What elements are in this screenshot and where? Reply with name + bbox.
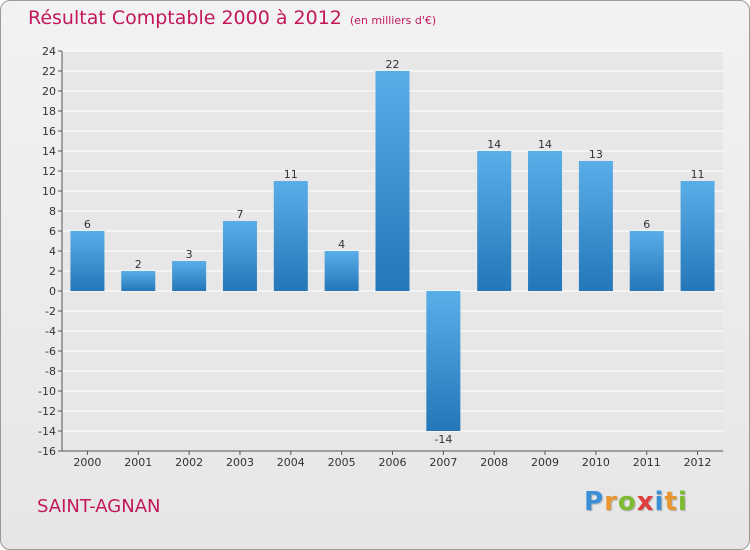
y-tick-label: -6 bbox=[45, 345, 56, 358]
x-tick-label: 2008 bbox=[480, 456, 508, 469]
x-tick-label: 2000 bbox=[73, 456, 101, 469]
bar bbox=[273, 181, 308, 291]
y-tick-label: 4 bbox=[49, 245, 56, 258]
y-tick-label: 14 bbox=[42, 145, 56, 158]
y-tick-label: 8 bbox=[49, 205, 56, 218]
x-tick-label: 2004 bbox=[277, 456, 305, 469]
data-label: 22 bbox=[386, 58, 400, 71]
data-label: 6 bbox=[84, 218, 91, 231]
proxiti-logo: Proxiti bbox=[584, 487, 688, 517]
y-tick-label: -16 bbox=[38, 445, 56, 458]
bar bbox=[70, 231, 105, 291]
y-tick-label: 0 bbox=[49, 285, 56, 298]
y-tick-label: 24 bbox=[42, 45, 56, 58]
x-tick-label: 2002 bbox=[175, 456, 203, 469]
bar bbox=[477, 151, 512, 291]
town-name: SAINT-AGNAN bbox=[37, 496, 161, 517]
data-label: 7 bbox=[236, 208, 243, 221]
bar bbox=[172, 261, 207, 291]
data-label: 11 bbox=[691, 168, 705, 181]
x-tick-label: 2010 bbox=[582, 456, 610, 469]
x-tick-label: 2007 bbox=[429, 456, 457, 469]
x-tick-label: 2011 bbox=[633, 456, 661, 469]
y-tick-label: -12 bbox=[38, 405, 56, 418]
data-label: 6 bbox=[643, 218, 650, 231]
y-tick-label: 2 bbox=[49, 265, 56, 278]
y-tick-label: -8 bbox=[45, 365, 56, 378]
y-tick-label: 20 bbox=[42, 85, 56, 98]
y-tick-label: 16 bbox=[42, 125, 56, 138]
x-tick-label: 2012 bbox=[684, 456, 712, 469]
bar bbox=[222, 221, 257, 291]
chart-title: Résultat Comptable 2000 à 2012 (en millie… bbox=[28, 7, 436, 29]
data-label: 13 bbox=[589, 148, 603, 161]
x-tick-label: 2001 bbox=[124, 456, 152, 469]
y-tick-label: -10 bbox=[38, 385, 56, 398]
y-tick-label: 10 bbox=[42, 185, 56, 198]
y-tick-label: 22 bbox=[42, 65, 56, 78]
data-label: 2 bbox=[135, 258, 142, 271]
bar bbox=[680, 181, 715, 291]
bar bbox=[528, 151, 563, 291]
x-tick-label: 2006 bbox=[379, 456, 407, 469]
y-tick-label: 6 bbox=[49, 225, 56, 238]
y-tick-label: -4 bbox=[45, 325, 56, 338]
bar bbox=[578, 161, 613, 291]
x-tick-label: 2003 bbox=[226, 456, 254, 469]
data-label: -14 bbox=[434, 433, 452, 446]
data-label: 3 bbox=[186, 248, 193, 261]
bar bbox=[121, 271, 156, 291]
bar bbox=[375, 71, 410, 291]
data-label: 14 bbox=[538, 138, 552, 151]
y-tick-label: 12 bbox=[42, 165, 56, 178]
x-tick-label: 2005 bbox=[328, 456, 356, 469]
bar bbox=[426, 291, 461, 431]
bar bbox=[324, 251, 359, 291]
chart-unit-label: (en milliers d'€) bbox=[349, 14, 437, 27]
y-tick-label: -14 bbox=[38, 425, 56, 438]
y-tick-label: -2 bbox=[45, 305, 56, 318]
data-label: 11 bbox=[284, 168, 298, 181]
x-tick-label: 2009 bbox=[531, 456, 559, 469]
bar bbox=[629, 231, 664, 291]
y-tick-label: 18 bbox=[42, 105, 56, 118]
chart-title-text: Résultat Comptable 2000 à 2012 bbox=[28, 7, 342, 29]
data-label: 4 bbox=[338, 238, 345, 251]
data-label: 14 bbox=[487, 138, 501, 151]
